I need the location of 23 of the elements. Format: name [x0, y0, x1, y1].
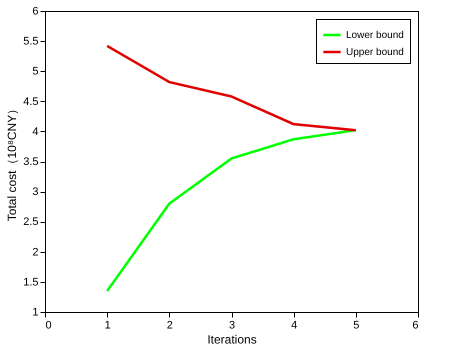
- y-tick-label: 2: [32, 246, 38, 258]
- x-tick-label: 3: [228, 320, 236, 332]
- y-tick-label: 6: [32, 6, 38, 18]
- y-tick-label: 5.5: [23, 36, 38, 48]
- line-series: [106, 128, 358, 292]
- x-tick-label: 4: [291, 320, 298, 332]
- y-tick-label: 1: [32, 306, 38, 318]
- legend-label: Lower bound: [346, 30, 404, 41]
- y-tick-label: 5: [32, 66, 38, 78]
- x-axis-title: Iterations: [207, 332, 257, 346]
- x-tick-label: 1: [104, 320, 111, 332]
- y-tick-label: 1.5: [23, 276, 38, 288]
- x-tick-label: 0: [46, 320, 52, 332]
- y-tick-label: 3.5: [23, 156, 38, 168]
- y-tick-label: 4.5: [23, 96, 38, 108]
- x-tick-label: 2: [166, 320, 173, 332]
- y-tick-label: 3: [32, 186, 38, 198]
- legend-label: Upper bound: [346, 47, 404, 58]
- y-tick-label: 4: [32, 126, 38, 138]
- x-tick-label: 5: [353, 320, 360, 332]
- y-axis-title: Total cost（10⁸CNY）: [5, 102, 20, 222]
- x-tick-label: 6: [412, 320, 418, 332]
- y-tick-label: 2.5: [23, 216, 38, 228]
